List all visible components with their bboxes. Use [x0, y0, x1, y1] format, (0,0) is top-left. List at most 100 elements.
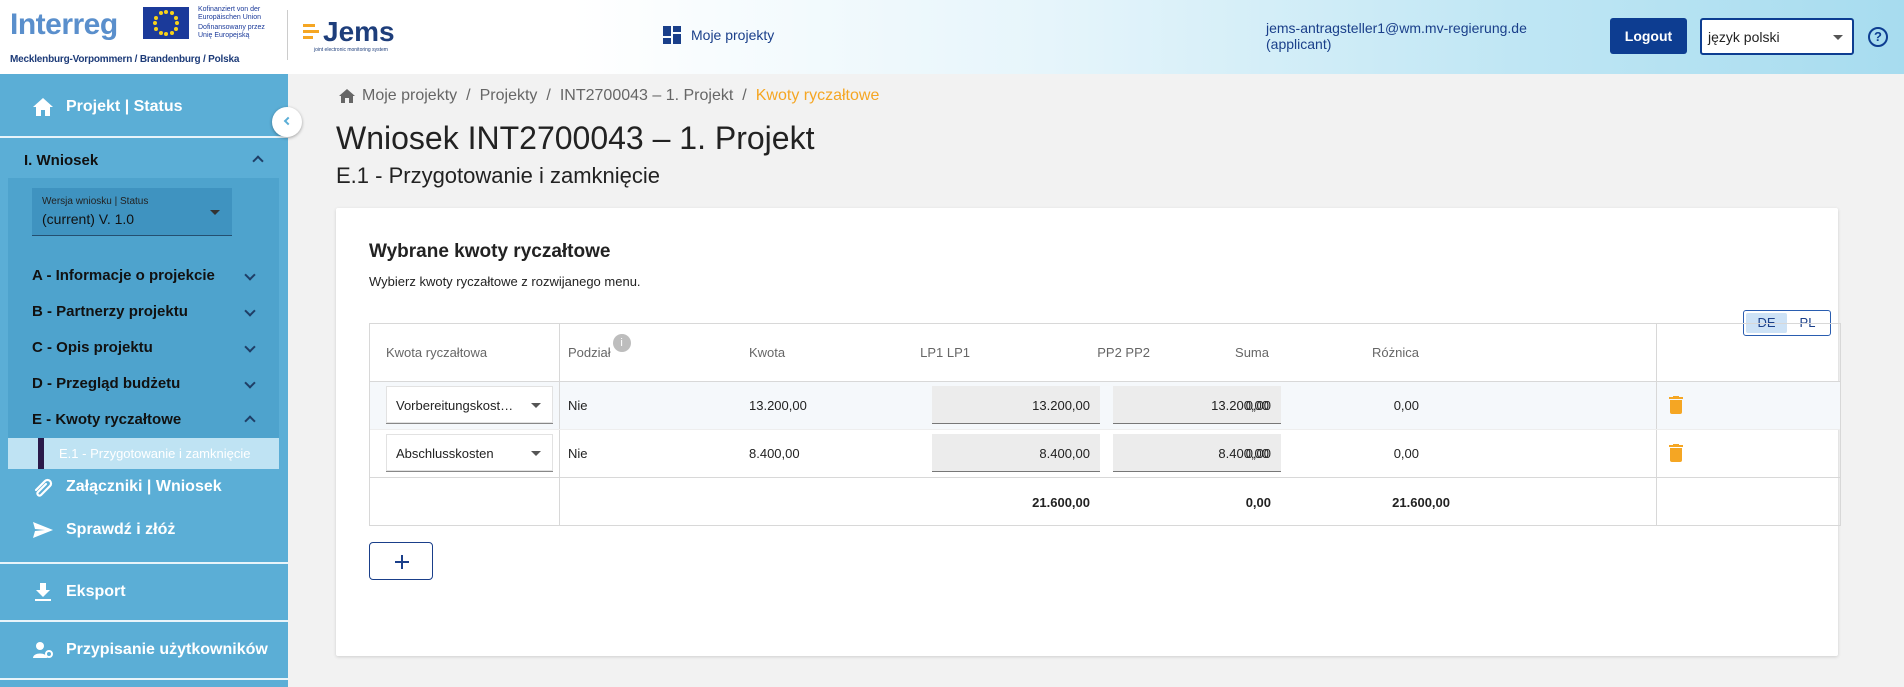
page-title: Wniosek INT2700043 – 1. Projekt — [336, 120, 815, 156]
lp1-input-row-1[interactable]: 13.200,00 — [932, 386, 1100, 424]
eu-star-icon — [154, 26, 159, 31]
pp2-input-row-1[interactable]: 0,00 — [1113, 386, 1281, 424]
chevron-down-icon — [1833, 35, 1843, 40]
page-subtitle: E.1 - Przygotowanie i zamknięcie — [336, 163, 661, 188]
sidebar-item-user-assignment[interactable]: Przypisanie użytkowników — [0, 630, 288, 670]
sidebar-item-wniosek[interactable]: I. Wniosek — [24, 152, 99, 169]
eu-star-icon — [173, 26, 178, 31]
paperclip-icon — [32, 477, 54, 497]
home-icon[interactable] — [338, 88, 356, 104]
amount-value: 13.200,00 — [749, 398, 807, 413]
download-icon — [32, 582, 54, 602]
column-header-sum: Suma — [1235, 345, 1269, 360]
total-pp2: 0,00 — [1245, 495, 1271, 510]
info-icon[interactable]: i — [612, 334, 631, 352]
split-value: Nie — [568, 446, 588, 461]
help-icon[interactable]: ? — [1868, 27, 1888, 47]
sidebar-item-e1[interactable]: E.1 - Przygotowanie i zamknięcie — [59, 446, 251, 461]
chevron-down-icon — [210, 210, 220, 215]
sidebar-collapse-button[interactable] — [272, 107, 302, 137]
chevron-up-icon[interactable] — [252, 155, 264, 167]
breadcrumb-current: Kwoty ryczałtowe — [755, 87, 880, 104]
jems-logo: Jems — [303, 16, 395, 48]
column-header-amount: Kwota — [749, 345, 786, 360]
add-lump-sum-button[interactable] — [369, 542, 433, 580]
sidebar-item-attachments[interactable]: Załączniki | Wniosek — [0, 467, 288, 507]
eu-star-icon — [175, 21, 179, 25]
column-header-difference: Różnica — [1372, 345, 1419, 360]
language-select[interactable]: język polski — [1700, 18, 1854, 55]
eu-star-icon — [158, 11, 163, 16]
language-toggle: DE PL — [1743, 310, 1831, 336]
column-header-pp2: PP2 PP2 — [1097, 345, 1150, 360]
app-header: Interreg Mecklenburg-Vorpommern / Brande… — [0, 0, 1904, 74]
sum-value: 8.400,00 — [1218, 446, 1269, 461]
sidebar-item-section-d[interactable]: D - Przegląd budżetu — [32, 375, 181, 392]
trash-icon[interactable] — [1669, 444, 1683, 462]
card-description: Wybierz kwoty ryczałtowe z rozwijanego m… — [369, 274, 641, 289]
table-row-highlight — [370, 381, 1840, 429]
jems-glyph-icon — [303, 22, 319, 42]
sidebar: Projekt | Status I. Wniosek Wersja wnios… — [0, 74, 288, 687]
sidebar-divider — [0, 562, 288, 564]
user-role: (applicant) — [1266, 36, 1332, 52]
trash-icon[interactable] — [1669, 396, 1683, 414]
header-divider — [287, 10, 288, 60]
sidebar-item-section-a[interactable]: A - Informacje o projekcie — [32, 267, 215, 284]
sidebar-item-export[interactable]: Eksport — [0, 572, 288, 612]
sidebar-item-section-c[interactable]: C - Opis projektu — [32, 339, 153, 356]
eu-star-icon — [164, 32, 168, 36]
sidebar-divider — [0, 136, 288, 138]
column-header-split: Podziałi — [568, 324, 631, 381]
amount-value: 8.400,00 — [749, 446, 800, 461]
sidebar-item-check-submit[interactable]: Sprawdź i złóż — [0, 510, 288, 550]
user-settings-icon — [32, 640, 54, 660]
logout-button[interactable]: Logout — [1610, 18, 1687, 54]
lump-sum-select-row-2[interactable]: Abschlusskosten — [386, 434, 553, 472]
sidebar-item-section-b[interactable]: B - Partnerzy projektu — [32, 303, 188, 320]
user-info: jems-antragsteller1@wm.mv-regierung.de (… — [1266, 20, 1527, 52]
difference-value: 0,00 — [1393, 446, 1419, 461]
dashboard-icon — [663, 26, 681, 44]
chevron-down-icon — [531, 451, 541, 456]
home-icon — [32, 97, 54, 117]
eu-flag-icon — [143, 7, 189, 39]
split-value: Nie — [568, 398, 588, 413]
eu-star-icon — [158, 30, 163, 35]
nav-my-projects[interactable]: Moje projekty — [663, 26, 774, 44]
user-email: jems-antragsteller1@wm.mv-regierung.de — [1266, 20, 1527, 36]
breadcrumb-my-projects[interactable]: Moje projekty — [362, 87, 458, 104]
send-icon — [32, 520, 54, 540]
eu-star-icon — [153, 21, 157, 25]
eu-star-icon — [173, 15, 178, 20]
eu-star-icon — [154, 15, 159, 20]
version-select[interactable]: Wersja wniosku | Status (current) V. 1.0 — [32, 188, 232, 236]
lump-sums-card: Wybrane kwoty ryczałtowe Wybierz kwoty r… — [336, 208, 1841, 656]
region-label: Mecklenburg-Vorpommern / Brandenburg / P… — [10, 54, 240, 65]
chevron-down-icon — [531, 403, 541, 408]
breadcrumb-projects[interactable]: Projekty — [479, 87, 538, 104]
breadcrumb-project[interactable]: INT2700043 – 1. Projekt — [559, 87, 734, 104]
lump-sum-select-row-1[interactable]: Vorbereitungskost… — [386, 386, 553, 424]
sidebar-item-e1-bg — [8, 438, 279, 469]
sidebar-item-project-status[interactable]: Projekt | Status — [0, 87, 288, 127]
active-indicator — [38, 438, 44, 469]
interreg-logo: Interreg — [10, 8, 118, 41]
jems-subtitle: joint electronic monitoring system — [314, 47, 388, 53]
chevron-left-icon — [283, 116, 293, 126]
eu-star-icon — [169, 30, 174, 35]
sidebar-item-section-e[interactable]: E - Kwoty ryczałtowe — [32, 411, 182, 428]
eu-cofinance-text: Kofinanziert von der Europäischen Union … — [198, 6, 265, 39]
lump-sums-table: Kwota ryczałtowa Podziałi Kwota LP1 LP1 … — [369, 323, 1841, 526]
card-title: Wybrane kwoty ryczałtowe — [369, 241, 611, 262]
total-lp1: 21.600,00 — [1032, 495, 1090, 510]
lp1-input-row-2[interactable]: 8.400,00 — [932, 434, 1100, 472]
pp2-input-row-2[interactable]: 0,00 — [1113, 434, 1281, 472]
column-header-lump-sum: Kwota ryczałtowa — [386, 345, 488, 360]
sum-value: 13.200,00 — [1211, 398, 1269, 413]
sidebar-divider — [0, 620, 288, 622]
breadcrumb: Moje projekty / Projekty / INT2700043 – … — [338, 87, 879, 105]
total-sum: 21.600,00 — [1392, 495, 1450, 510]
lang-toggle-pl[interactable]: PL — [1799, 315, 1816, 330]
sidebar-divider — [0, 678, 288, 680]
